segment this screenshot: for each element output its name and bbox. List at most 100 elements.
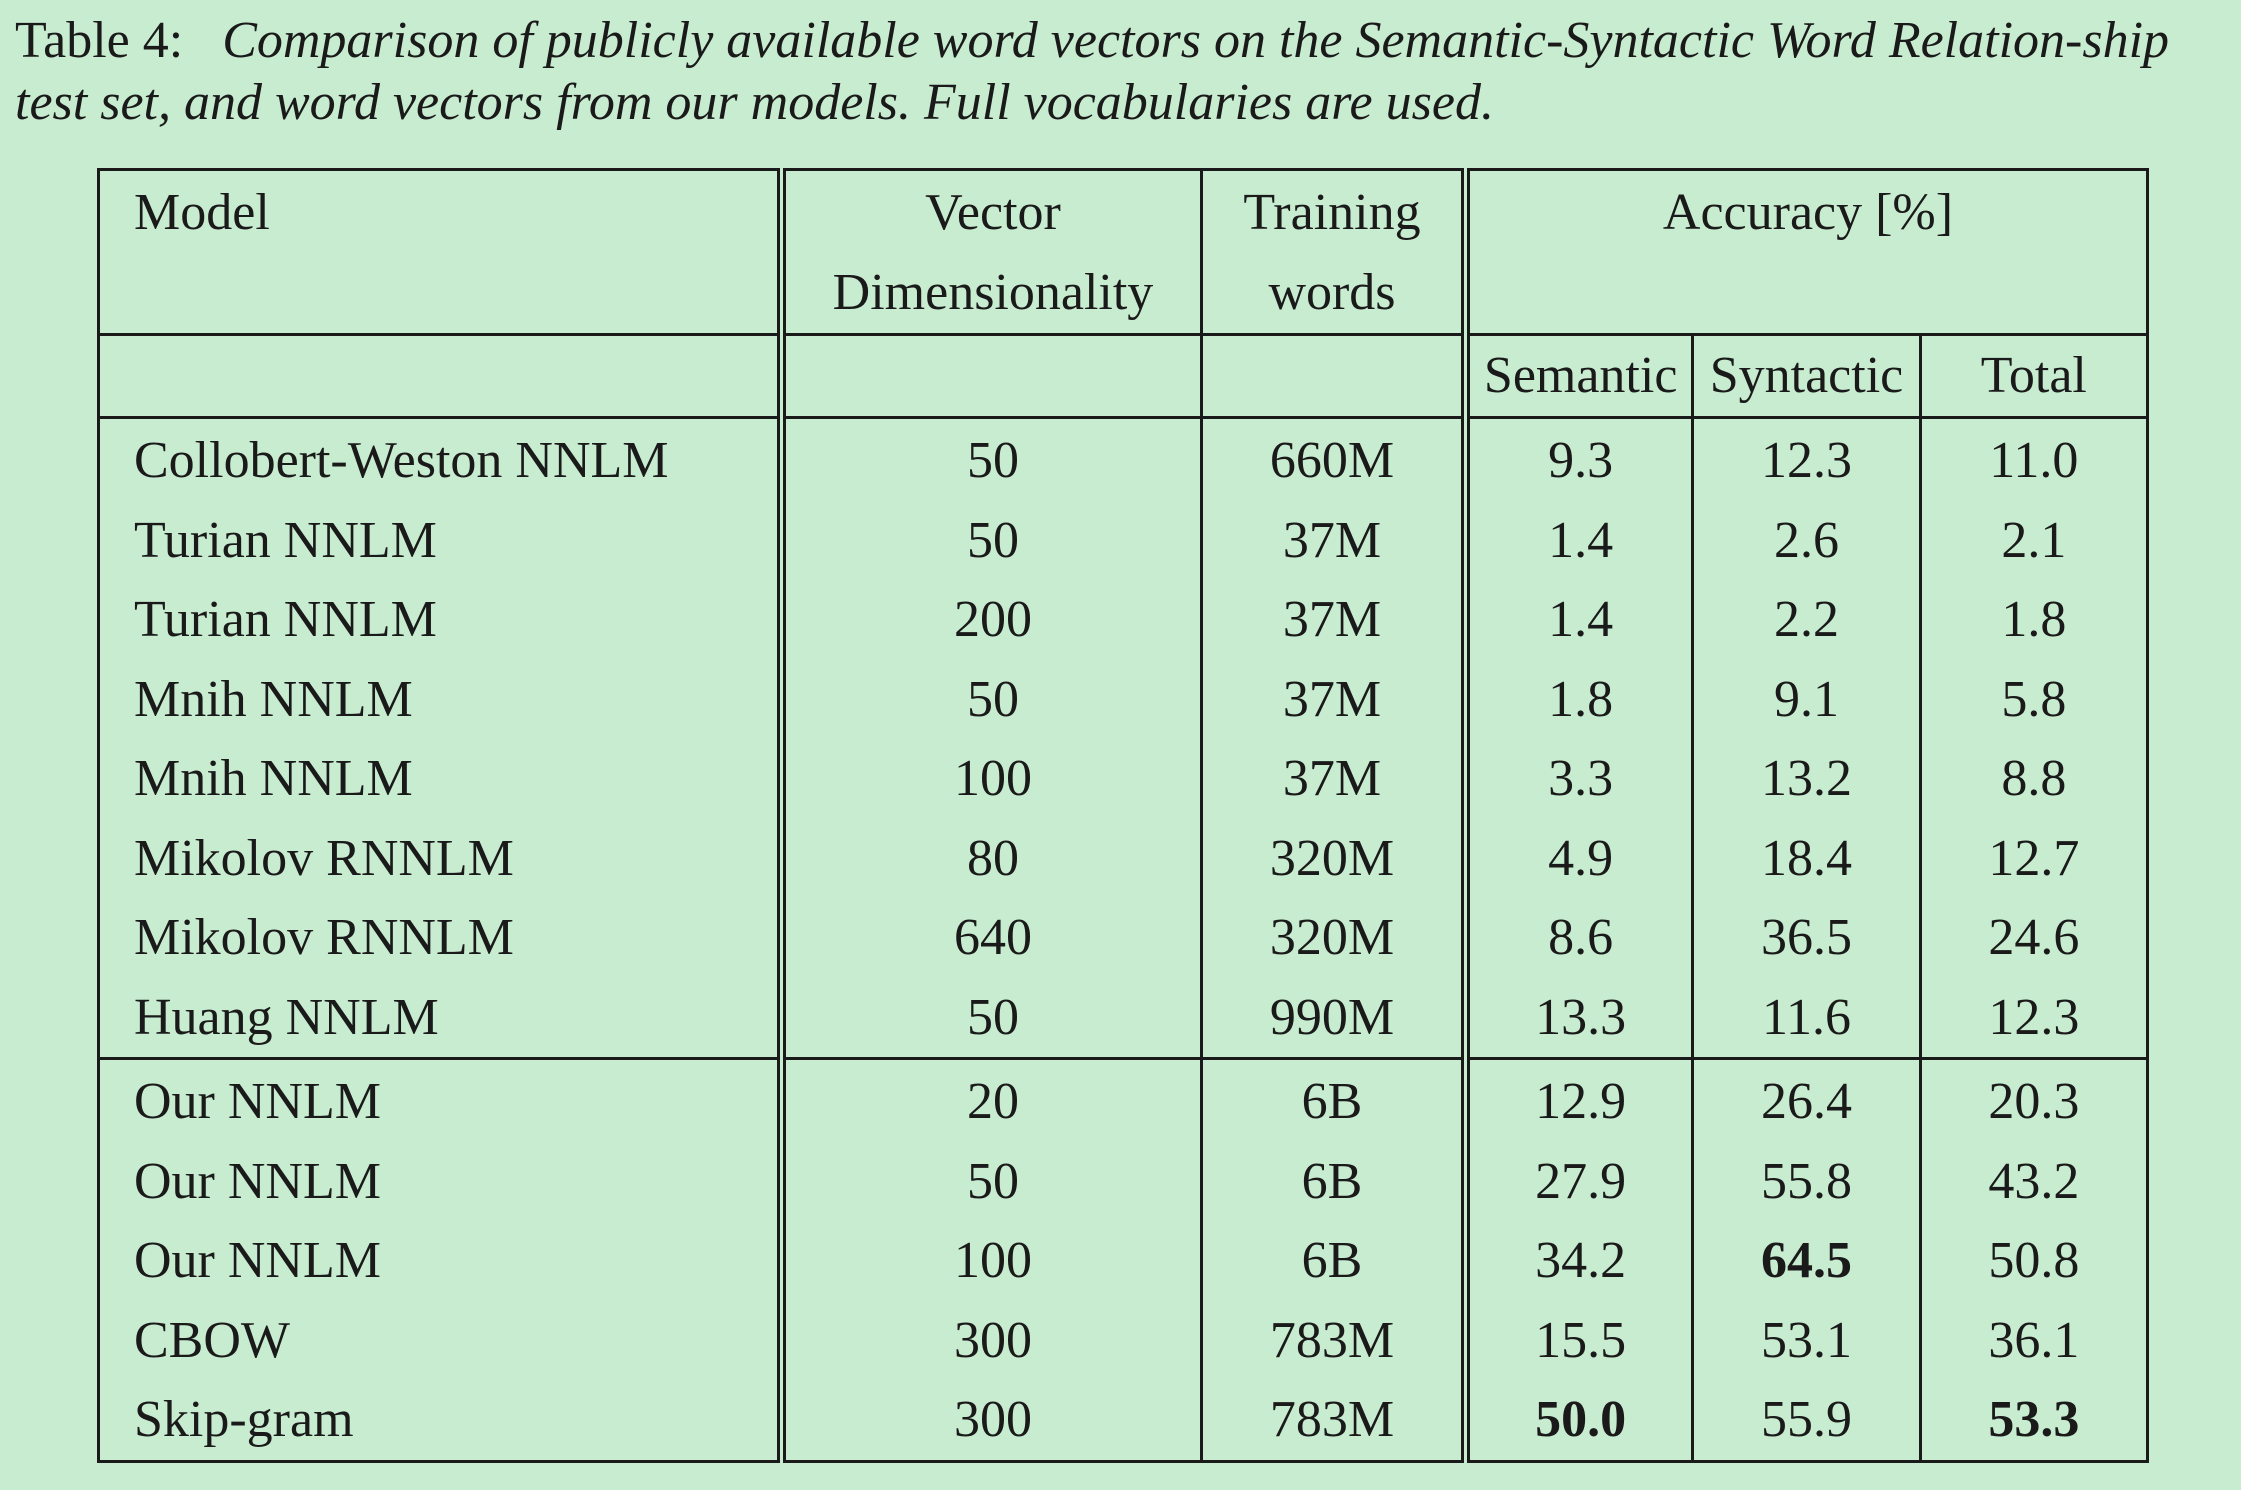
- cell-syntactic: 13.2: [1692, 739, 1922, 819]
- table-row: CBOW 300 783M 15.5 53.1 36.1: [97, 1300, 2150, 1380]
- cell-words: 6B: [1201, 1221, 1470, 1301]
- cell-total: 1.8: [1920, 580, 2150, 660]
- cell-semantic: 34.2: [1465, 1221, 1695, 1301]
- cell-total: 50.8: [1920, 1221, 2150, 1301]
- header-semantic: Semantic: [1465, 333, 1695, 419]
- cell-model: Mikolov RNNLM: [97, 818, 786, 898]
- cell-semantic: 9.3: [1465, 417, 1695, 501]
- header-empty-model: [97, 333, 786, 419]
- cell-total: 20.3: [1920, 1058, 2150, 1142]
- cell-total: 11.0: [1920, 417, 2150, 501]
- header-accuracy: Accuracy [%]: [1465, 168, 2149, 335]
- header-dim-line1: Vector: [925, 184, 1061, 241]
- cell-dim: 50: [781, 417, 1203, 501]
- cell-dim: 640: [781, 898, 1203, 978]
- cell-syntactic: 55.9: [1692, 1380, 1922, 1463]
- cell-syntactic: 12.3: [1692, 417, 1922, 501]
- cell-words: 37M: [1201, 659, 1470, 739]
- cell-dim: 80: [781, 818, 1203, 898]
- cell-model: CBOW: [97, 1300, 786, 1380]
- header-total: Total: [1920, 333, 2150, 419]
- cell-semantic: 4.9: [1465, 818, 1695, 898]
- header-row-1: Model Vector Dimensionality Training words…: [97, 168, 2149, 335]
- cell-words: 783M: [1201, 1300, 1470, 1380]
- cell-semantic: 12.9: [1465, 1058, 1695, 1142]
- cell-dim: 300: [781, 1300, 1203, 1380]
- cell-syntactic: 26.4: [1692, 1058, 1922, 1142]
- header-dim-line2: Dimensionality: [832, 264, 1154, 321]
- cell-words: 783M: [1201, 1380, 1470, 1463]
- cell-total: 2.1: [1920, 500, 2150, 580]
- cell-syntactic: 55.8: [1692, 1141, 1922, 1221]
- cell-words: 37M: [1201, 739, 1470, 819]
- cell-model: Skip-gram: [97, 1380, 786, 1463]
- table-row: Mnih NNLM 50 37M 1.8 9.1 5.8: [97, 659, 2150, 739]
- cell-words: 990M: [1201, 977, 1470, 1060]
- table-row: Mikolov RNNLM 640 320M 8.6 36.5 24.6: [97, 898, 2150, 978]
- cell-total: 24.6: [1920, 898, 2150, 978]
- table-caption: Table 4: Comparison of publicly availabl…: [15, 10, 2225, 134]
- cell-dim: 50: [781, 1141, 1203, 1221]
- cell-total: 5.8: [1920, 659, 2150, 739]
- cell-syntactic: 11.6: [1692, 977, 1922, 1060]
- cell-words: 320M: [1201, 818, 1470, 898]
- header-empty-words: [1201, 333, 1470, 419]
- cell-syntactic: 53.1: [1692, 1300, 1922, 1380]
- header-training-words: Training words: [1201, 168, 1470, 335]
- cell-dim: 20: [781, 1058, 1203, 1142]
- caption-text: Comparison of publicly available word ve…: [15, 12, 2170, 131]
- cell-syntactic: 9.1: [1692, 659, 1922, 739]
- cell-semantic: 8.6: [1465, 898, 1695, 978]
- table-row: Turian NNLM 50 37M 1.4 2.6 2.1: [97, 500, 2150, 580]
- cell-model: Mnih NNLM: [97, 739, 786, 819]
- cell-words: 37M: [1201, 500, 1470, 580]
- cell-model: Our NNLM: [97, 1221, 786, 1301]
- cell-model: Turian NNLM: [97, 500, 786, 580]
- header-empty-dim: [781, 333, 1203, 419]
- table-row: Our NNLM 100 6B 34.2 64.5 50.8: [97, 1221, 2150, 1301]
- results-table-container: Model Vector Dimensionality Training words…: [97, 168, 2150, 1463]
- cell-syntactic: 18.4: [1692, 818, 1922, 898]
- cell-model: Collobert-Weston NNLM: [97, 417, 786, 501]
- cell-semantic: 1.4: [1465, 580, 1695, 660]
- cell-total: 12.3: [1920, 977, 2150, 1060]
- cell-words: 320M: [1201, 898, 1470, 978]
- table-row: Our NNLM 20 6B 12.9 26.4 20.3: [97, 1058, 2150, 1142]
- table-row: Huang NNLM 50 990M 13.3 11.6 12.3: [97, 977, 2150, 1060]
- cell-words: 6B: [1201, 1141, 1470, 1221]
- caption-label: Table 4:: [15, 12, 184, 69]
- table-row: Collobert-Weston NNLM 50 660M 9.3 12.3 11.0: [97, 417, 2150, 501]
- cell-model: Turian NNLM: [97, 580, 786, 660]
- cell-model: Huang NNLM: [97, 977, 786, 1060]
- cell-dim: 200: [781, 580, 1203, 660]
- cell-model: Mnih NNLM: [97, 659, 786, 739]
- table-row: Our NNLM 50 6B 27.9 55.8 43.2: [97, 1141, 2150, 1221]
- table-row: Skip-gram 300 783M 50.0 55.9 53.3: [97, 1380, 2150, 1463]
- cell-total: 8.8: [1920, 739, 2150, 819]
- cell-total: 12.7: [1920, 818, 2150, 898]
- table-group-baselines: Collobert-Weston NNLM 50 660M 9.3 12.3 11.0 Tu…: [97, 417, 2150, 1060]
- cell-semantic: 1.4: [1465, 500, 1695, 580]
- cell-total: 43.2: [1920, 1141, 2150, 1221]
- cell-syntactic: 64.5: [1692, 1221, 1922, 1301]
- table-row: Turian NNLM 200 37M 1.4 2.2 1.8: [97, 580, 2150, 660]
- header-model: Model: [97, 168, 786, 335]
- cell-dim: 100: [781, 1221, 1203, 1301]
- cell-dim: 50: [781, 500, 1203, 580]
- table-group-our-models: Our NNLM 20 6B 12.9 26.4 20.3 Our NNLM 50 6B 27.9…: [97, 1058, 2150, 1463]
- header-row-2: Semantic Syntactic Total: [97, 333, 2150, 419]
- cell-model: Our NNLM: [97, 1141, 786, 1221]
- cell-words: 6B: [1201, 1058, 1470, 1142]
- cell-semantic: 50.0: [1465, 1380, 1695, 1463]
- cell-dim: 100: [781, 739, 1203, 819]
- cell-semantic: 15.5: [1465, 1300, 1695, 1380]
- table-row: Mikolov RNNLM 80 320M 4.9 18.4 12.7: [97, 818, 2150, 898]
- cell-model: Our NNLM: [97, 1058, 786, 1142]
- results-table: Model Vector Dimensionality Training words…: [97, 168, 2150, 1463]
- cell-semantic: 13.3: [1465, 977, 1695, 1060]
- cell-semantic: 3.3: [1465, 739, 1695, 819]
- cell-total: 53.3: [1920, 1380, 2150, 1463]
- cell-semantic: 27.9: [1465, 1141, 1695, 1221]
- header-words-line1: Training: [1243, 184, 1421, 241]
- cell-model: Mikolov RNNLM: [97, 898, 786, 978]
